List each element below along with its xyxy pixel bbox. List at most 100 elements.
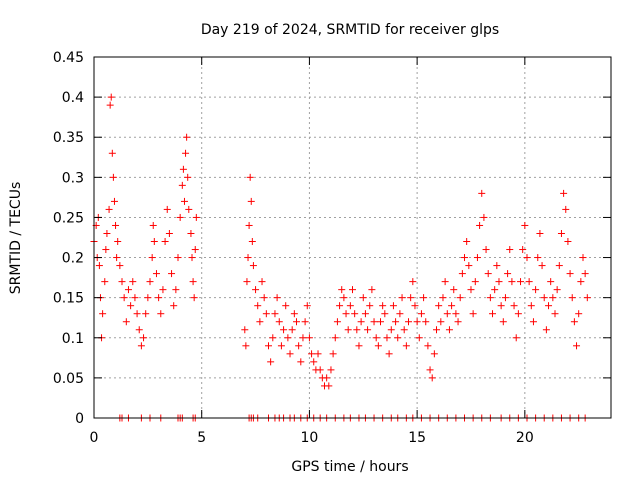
x-tick-label: 15 <box>408 430 426 446</box>
data-point <box>368 286 376 294</box>
data-point <box>359 294 367 302</box>
data-point <box>252 286 260 294</box>
data-point <box>246 173 254 181</box>
data-point <box>396 310 404 318</box>
data-point <box>109 173 117 181</box>
data-point <box>549 294 557 302</box>
data-point <box>120 294 128 302</box>
data-point <box>428 374 436 382</box>
data-point <box>247 197 255 205</box>
data-point <box>342 310 350 318</box>
data-point <box>564 238 572 246</box>
data-point <box>566 270 574 278</box>
data-point <box>506 246 514 254</box>
data-point <box>256 318 264 326</box>
data-point <box>581 270 589 278</box>
y-tick-label: 0.25 <box>53 210 84 226</box>
data-point <box>180 197 188 205</box>
data-point <box>99 310 107 318</box>
data-point <box>277 342 285 350</box>
data-point <box>187 229 195 237</box>
data-point <box>508 278 516 286</box>
data-point <box>310 358 318 366</box>
data-point <box>333 318 341 326</box>
data-point <box>331 334 339 342</box>
data-point <box>562 205 570 213</box>
data-point <box>316 366 324 374</box>
data-point <box>450 286 458 294</box>
data-point <box>392 318 400 326</box>
data-point <box>379 302 387 310</box>
data-point <box>389 302 397 310</box>
data-point <box>329 350 337 358</box>
data-point <box>290 310 298 318</box>
data-point <box>420 294 428 302</box>
data-point <box>557 229 565 237</box>
data-point <box>579 254 587 262</box>
data-point <box>575 310 583 318</box>
data-point <box>523 254 531 262</box>
data-point <box>182 149 190 157</box>
data-point <box>325 382 333 390</box>
data-point <box>124 286 132 294</box>
data-point <box>248 238 256 246</box>
data-point <box>189 278 197 286</box>
y-tick-label: 0.15 <box>53 291 84 307</box>
data-point <box>336 302 344 310</box>
data-point <box>573 342 581 350</box>
data-point <box>244 254 252 262</box>
data-point <box>465 262 473 270</box>
data-point <box>172 286 180 294</box>
data-point <box>452 310 460 318</box>
data-point <box>249 262 257 270</box>
data-point <box>95 262 103 270</box>
x-tick-label: 0 <box>90 430 99 446</box>
data-point <box>402 342 410 350</box>
data-point <box>430 350 438 358</box>
data-point <box>471 278 479 286</box>
y-tick-label: 0.05 <box>53 371 84 387</box>
data-point <box>116 262 124 270</box>
data-point <box>275 318 283 326</box>
data-point <box>122 318 130 326</box>
data-point <box>357 318 365 326</box>
x-tick-label: 5 <box>197 430 206 446</box>
data-point <box>555 262 563 270</box>
data-point <box>540 294 548 302</box>
data-point <box>351 310 359 318</box>
data-point <box>148 254 156 262</box>
data-point <box>170 302 178 310</box>
data-point <box>157 310 165 318</box>
y-tick-label: 0.3 <box>62 170 84 186</box>
data-point <box>288 326 296 334</box>
data-point <box>327 366 335 374</box>
x-axis-title: GPS time / hours <box>291 459 408 475</box>
plot-frame <box>93 56 612 419</box>
data-point <box>456 294 464 302</box>
data-point <box>152 270 160 278</box>
data-point <box>144 294 152 302</box>
y-tick-label: 0 <box>75 411 84 427</box>
data-point <box>473 254 481 262</box>
data-point <box>146 278 154 286</box>
data-point <box>510 302 518 310</box>
data-point <box>303 302 311 310</box>
data-point <box>521 221 529 229</box>
data-point <box>149 221 157 229</box>
data-point <box>133 310 141 318</box>
data-point <box>361 310 369 318</box>
data-point <box>340 294 348 302</box>
data-point <box>512 334 520 342</box>
data-point <box>105 205 113 213</box>
x-tick-label: 20 <box>516 430 534 446</box>
data-point <box>284 334 292 342</box>
data-point <box>241 326 249 334</box>
data-point <box>534 254 542 262</box>
data-point <box>394 334 402 342</box>
y-tick-label: 0.1 <box>62 331 84 347</box>
data-point <box>491 286 499 294</box>
data-point <box>374 342 382 350</box>
data-point <box>271 310 279 318</box>
